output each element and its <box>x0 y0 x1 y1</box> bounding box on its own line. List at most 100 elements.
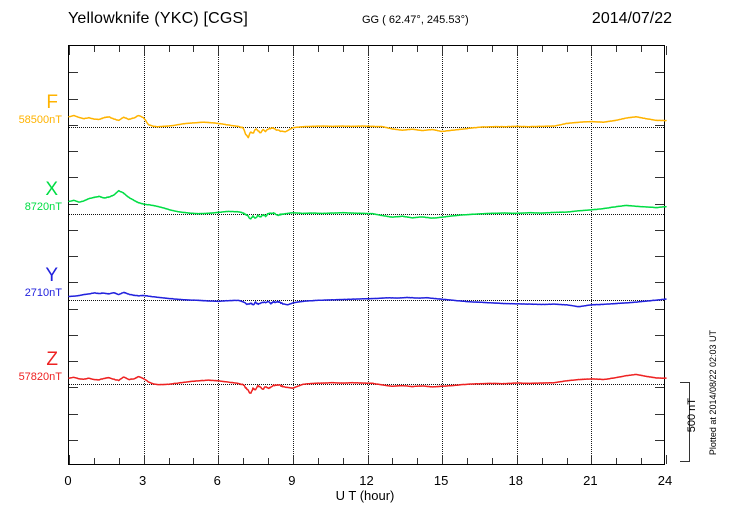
x-axis-tick-15h <box>442 455 444 464</box>
x-axis-tick-7h <box>243 46 245 52</box>
x-axis-tick-10h <box>317 46 319 52</box>
y-axis-tick <box>655 177 664 179</box>
y-axis-tick <box>655 203 664 205</box>
observation-date: 2014/07/22 <box>591 10 672 27</box>
x-axis-tick-1h <box>93 46 95 52</box>
trace-Z <box>68 373 667 394</box>
y-axis-tick <box>69 124 78 126</box>
x-axis-tick-19h <box>541 458 543 464</box>
component-letter-Y: Y <box>45 265 58 286</box>
x-axis-tick-3h <box>143 455 145 464</box>
x-tick-label-21: 21 <box>583 473 598 488</box>
y-axis-tick <box>69 413 78 415</box>
x-axis-tick-3h <box>143 46 145 55</box>
y-axis-tick <box>655 439 664 441</box>
x-axis-tick-2h <box>118 458 120 464</box>
x-axis-tick-4h <box>168 46 170 52</box>
x-axis-tick-12h <box>367 46 369 55</box>
x-axis-tick-4h <box>168 458 170 464</box>
x-tick-label-6: 6 <box>213 473 221 488</box>
x-axis-tick-23h <box>641 46 643 52</box>
x-axis-tick-9h <box>292 455 294 464</box>
y-axis-tick <box>69 177 78 179</box>
y-axis-tick <box>69 151 78 152</box>
gridline-21h <box>591 46 593 464</box>
baseline-F <box>69 127 664 128</box>
x-axis-tick-12h <box>367 455 369 464</box>
y-axis-tick <box>69 308 78 310</box>
station-title: Yellowknife (YKC) [CGS] <box>68 10 249 27</box>
x-axis-tick-16h <box>467 458 468 464</box>
x-axis-tick-6h <box>218 455 220 464</box>
x-axis-tick-21h <box>591 46 593 55</box>
trace-Y <box>68 291 667 308</box>
x-axis-tick-13h <box>392 46 394 52</box>
y-axis-tick <box>69 361 78 362</box>
component-value-X: 8720nT <box>24 201 62 213</box>
x-axis-tick-21h <box>591 455 593 464</box>
y-axis-tick <box>655 72 664 74</box>
x-axis-tick-11h <box>342 46 344 52</box>
x-axis-tick-5h <box>193 46 195 52</box>
x-axis-tick-1h <box>93 458 95 464</box>
x-axis-tick-24h <box>666 455 667 464</box>
x-axis-tick-22h <box>616 46 618 52</box>
y-axis-tick <box>69 334 78 336</box>
x-axis-tick-14h <box>417 458 419 464</box>
y-axis-tick <box>69 98 78 100</box>
x-axis-tick-8h <box>268 458 269 464</box>
y-axis-tick <box>655 361 664 362</box>
gridline-18h <box>516 46 518 464</box>
component-value-Y: 2710nT <box>24 287 62 299</box>
x-axis-tick-2h <box>118 46 120 52</box>
y-axis-tick <box>655 151 664 152</box>
trace-F <box>68 114 667 139</box>
component-value-F: 58500nT <box>18 114 62 126</box>
x-axis-tick-17h <box>491 458 493 464</box>
y-axis-tick <box>69 229 78 231</box>
x-axis-tick-0h <box>69 46 70 55</box>
component-letter-X: X <box>45 179 58 200</box>
x-tick-label-15: 15 <box>433 473 449 488</box>
x-tick-label-0: 0 <box>64 473 72 488</box>
baseline-Y <box>69 300 664 301</box>
x-tick-label-3: 3 <box>139 473 147 488</box>
baseline-Z <box>69 384 664 385</box>
y-axis-tick <box>655 229 664 231</box>
x-axis-tick-14h <box>417 46 419 52</box>
gridline-3h <box>143 46 145 464</box>
scale-bar-label: 500 nT <box>686 398 698 433</box>
y-axis-tick <box>655 282 664 284</box>
y-axis-tick <box>655 387 664 389</box>
x-axis-tick-20h <box>566 458 568 464</box>
y-axis-tick <box>655 413 664 415</box>
y-axis-tick <box>69 439 78 441</box>
x-axis-tick-8h <box>268 46 269 52</box>
y-axis-tick <box>69 203 78 205</box>
x-tick-label-24: 24 <box>657 473 673 488</box>
y-axis-tick <box>655 124 664 126</box>
y-axis-tick <box>69 256 78 257</box>
x-tick-label-12: 12 <box>359 473 374 488</box>
component-letter-F: F <box>46 92 58 113</box>
x-axis-tick-23h <box>641 458 643 464</box>
x-tick-label-18: 18 <box>508 473 523 488</box>
x-axis-tick-22h <box>616 458 618 464</box>
plot-area <box>68 45 667 465</box>
x-axis-tick-13h <box>392 458 394 464</box>
x-axis-tick-19h <box>541 46 543 52</box>
y-axis-tick <box>69 282 78 284</box>
x-axis-tick-7h <box>243 458 245 464</box>
trace-curves <box>68 114 667 394</box>
x-axis-tick-16h <box>467 46 468 52</box>
x-axis-tick-11h <box>342 458 344 464</box>
y-axis-tick <box>655 334 664 336</box>
x-axis-tick-15h <box>442 46 444 55</box>
y-axis-tick <box>655 256 664 257</box>
baseline-X <box>69 214 664 215</box>
geographic-coordinates: GG ( 62.47°, 245.53°) <box>362 14 469 26</box>
x-axis-tick-6h <box>218 46 220 55</box>
gridline-15h <box>442 46 444 464</box>
y-axis-tick <box>69 387 78 389</box>
